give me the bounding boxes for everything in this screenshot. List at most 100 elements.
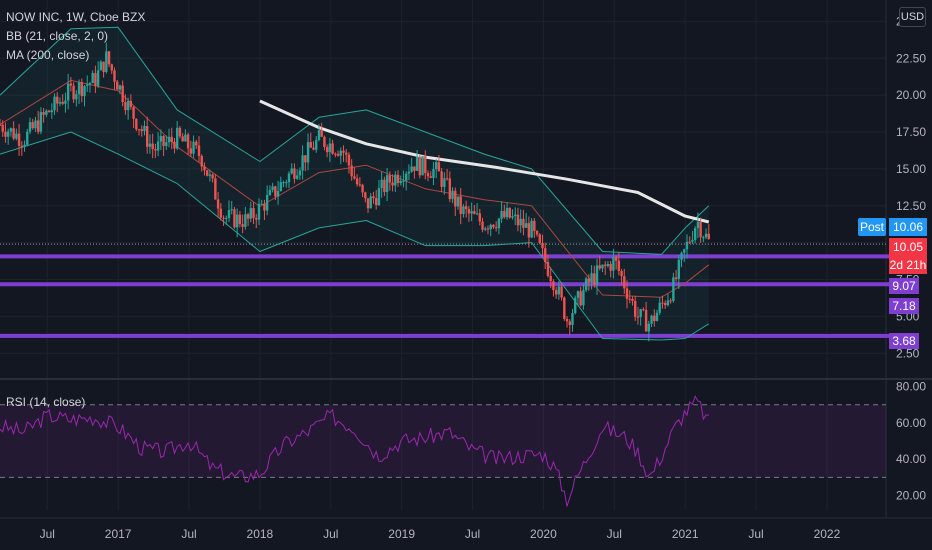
candle-body (290, 168, 293, 174)
rsi-band-fill (0, 404, 886, 478)
candle-body (527, 223, 531, 238)
candle-body (178, 127, 182, 137)
candle-body (443, 178, 446, 187)
candle-body (492, 224, 495, 228)
candle-body (544, 248, 547, 263)
rsi-panel (0, 395, 886, 507)
candle-body (336, 153, 340, 156)
candle-body (505, 207, 509, 218)
candle-body (598, 265, 601, 269)
candle-body (227, 210, 231, 218)
candle-body (107, 51, 111, 65)
candle-body (478, 213, 482, 222)
candle-body (549, 275, 552, 282)
candle-body (4, 131, 7, 137)
time-tick-label: Jul (323, 527, 338, 541)
candle-body (530, 220, 533, 238)
symbol-title[interactable]: NOW INC, 1W, Cboe BZX (6, 10, 146, 24)
candle-body (421, 156, 424, 176)
currency-button[interactable]: USD (899, 7, 926, 27)
candle-body (47, 110, 51, 113)
candle-body (475, 213, 479, 215)
candle-body (451, 190, 454, 200)
candle-body (230, 209, 233, 211)
candle-body (45, 110, 48, 115)
candle-body (432, 169, 435, 178)
candle-body (274, 186, 277, 197)
candle-body (312, 147, 315, 150)
candle-body (83, 85, 86, 97)
candle-body (415, 156, 419, 171)
candle-body (113, 70, 116, 82)
candle-body (126, 100, 130, 111)
candle-body (271, 186, 274, 190)
candle-body (154, 149, 157, 151)
candle-body (459, 196, 462, 215)
candle-body (140, 129, 143, 132)
candle-body (252, 208, 255, 219)
candle-body (394, 174, 397, 186)
time-tick-label: 2020 (530, 527, 557, 541)
price-tick-label: 22.50 (896, 51, 926, 65)
candle-body (279, 182, 282, 192)
last-price-badge: 10.05 2d 21h (889, 238, 927, 274)
candle-body (666, 300, 670, 306)
candle-body (1, 124, 4, 132)
candle-body (260, 203, 263, 205)
candle-body (625, 288, 629, 299)
candle-body (560, 286, 563, 298)
time-tick-label: 2018 (247, 527, 274, 541)
candle-body (23, 144, 26, 147)
candle-body (170, 136, 173, 142)
candle-body (6, 131, 10, 137)
candle-body (647, 323, 651, 332)
candle-body (470, 211, 473, 214)
candle-body (579, 291, 582, 306)
candle-body (287, 173, 291, 183)
candle-body (91, 72, 94, 83)
candle-body (151, 143, 154, 150)
candle-body (9, 128, 13, 132)
candle-body (633, 300, 637, 317)
candle-body (309, 142, 312, 148)
candle-body (620, 270, 623, 277)
candle-body (15, 133, 18, 139)
price-tick-label: 15.00 (896, 162, 926, 176)
candle-body (80, 82, 83, 97)
candle-body (522, 218, 525, 228)
candle-body (99, 61, 103, 71)
candle-body (418, 156, 422, 176)
candle-body (148, 143, 152, 147)
candle-body (445, 178, 449, 180)
candle-body (554, 290, 558, 295)
candle-body (503, 211, 506, 218)
time-tick-label: Jul (465, 527, 480, 541)
candle-body (704, 233, 708, 238)
candle-body (34, 120, 37, 129)
horizontal-levels[interactable] (0, 243, 894, 338)
rsi-line (0, 395, 709, 507)
candle-body (663, 302, 667, 306)
candle-body (31, 122, 34, 129)
candle-body (584, 278, 588, 291)
candle-body (355, 178, 359, 185)
candle-body (181, 136, 184, 142)
candle-body (377, 188, 381, 206)
candle-body (369, 196, 372, 209)
candle-body (17, 133, 21, 146)
candle-body (347, 154, 351, 166)
candle-body (156, 141, 160, 151)
candle-body (216, 199, 220, 209)
candle-body (276, 191, 280, 197)
bb-legend[interactable]: BB (21, close, 2, 0) (6, 29, 109, 43)
candle-body (143, 125, 146, 132)
candle-body (225, 217, 228, 219)
candle-body (295, 175, 299, 179)
candle-body (601, 264, 604, 269)
rsi-legend[interactable]: RSI (14, close) (6, 395, 86, 409)
price-tick-label: 17.50 (896, 125, 926, 139)
candle-body (533, 220, 536, 232)
ma-legend[interactable]: MA (200, close) (6, 48, 90, 62)
candle-body (557, 286, 561, 295)
